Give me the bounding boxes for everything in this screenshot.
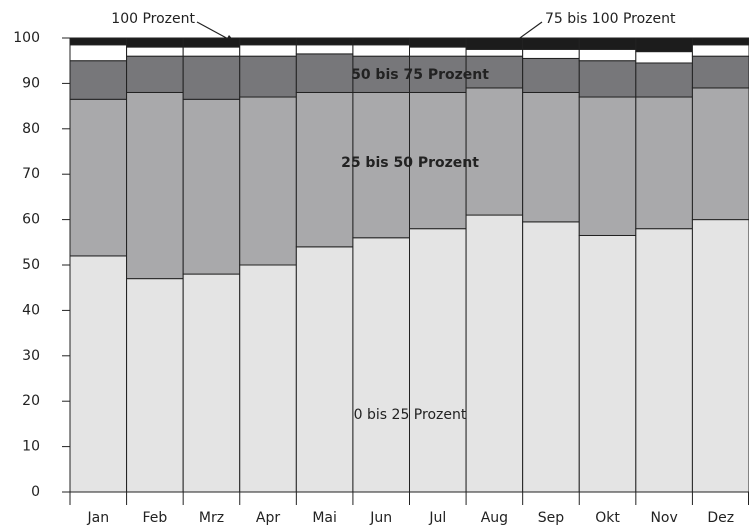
y-tick-label: 100 [13,30,40,46]
bar-segment [409,46,467,57]
bar-segment [465,87,524,216]
bar-segment [182,273,241,493]
bar-segment [465,55,524,89]
y-tick-label: 80 [22,121,40,137]
x-tick-label: Okt [595,510,620,526]
y-tick-label: 70 [22,166,40,182]
bar-segment [465,48,524,57]
bar-segment [635,62,693,98]
x-tick-label: Dez [707,510,734,526]
bar-segment [578,60,637,98]
bar-segment [691,87,749,221]
x-tick-label: Mrz [199,510,224,526]
series-label: 50 bis 75 Prozent [351,67,489,83]
x-tick-label: Jan [86,510,109,526]
bar-segment [635,228,693,493]
bar-segment [182,98,241,275]
bar-segment [126,91,184,280]
bar-segment [578,37,637,50]
bar-segment [409,228,467,493]
x-tick-label: Sep [538,510,565,526]
bar-segment [69,44,128,62]
bar-segment [182,55,241,100]
bar-segment [126,37,184,48]
bar-segment [352,237,410,493]
x-tick-label: Aug [481,510,508,526]
bar-segment [239,55,297,98]
y-tick-label: 30 [22,348,40,364]
x-tick-label: Feb [142,510,167,526]
bar-segment [69,255,128,493]
x-tick-label: Apr [256,510,280,526]
x-tick-label: Mai [312,510,337,526]
series-label: 75 bis 100 Prozent [545,11,676,27]
bar-segment [69,98,128,257]
x-tick-label: Nov [650,510,677,526]
bar-segment [578,234,637,493]
bar-segment [409,37,467,48]
y-tick-label: 20 [22,393,40,409]
bar-segment [239,96,297,266]
bar-segment [578,96,637,236]
bar-segment [691,44,749,57]
bar-segment [239,44,297,57]
bar-segment [295,44,354,55]
bar-segment [69,37,128,46]
bar-segment [352,37,410,46]
bar-segment [522,91,580,223]
bar-segment [126,55,184,93]
x-tick-label: Jun [369,510,392,526]
bar-segment [635,51,693,64]
bar-segment [295,37,354,46]
series-label: 25 bis 50 Prozent [341,155,479,171]
series-label: 100 Prozent [111,11,195,27]
y-tick-label: 10 [22,439,40,455]
bar-segment [465,37,524,50]
bar-segment [691,55,749,89]
bar-segment [126,278,184,493]
bar-segment [239,37,297,46]
bar-segment [352,44,410,57]
bar-segment [635,96,693,230]
y-tick-label: 90 [22,75,40,91]
bar-segment [409,91,467,230]
y-tick-label: 60 [22,212,40,228]
bar-segment [522,48,580,59]
bar-segment [69,60,128,100]
bar-segment [352,91,410,239]
bar-segment [522,57,580,93]
bar-segment [126,46,184,57]
bar-segment [295,91,354,248]
y-tick-label: 0 [31,484,40,500]
bar-segment [522,37,580,50]
bar-segment [182,37,241,48]
bar-segment [295,53,354,93]
y-tick-label: 50 [22,257,40,273]
bar-segment [465,214,524,493]
bar-segment [691,219,749,493]
bar-segment [578,48,637,62]
bar-segment [239,264,297,493]
y-tick-label: 40 [22,302,40,318]
bar-segment [635,37,693,53]
bar-segment [182,46,241,57]
bar-segment [522,221,580,493]
bar-segment [295,246,354,493]
bar-segment [691,37,749,46]
series-label: 0 bis 25 Prozent [354,407,467,423]
x-tick-label: Jul [428,510,446,526]
